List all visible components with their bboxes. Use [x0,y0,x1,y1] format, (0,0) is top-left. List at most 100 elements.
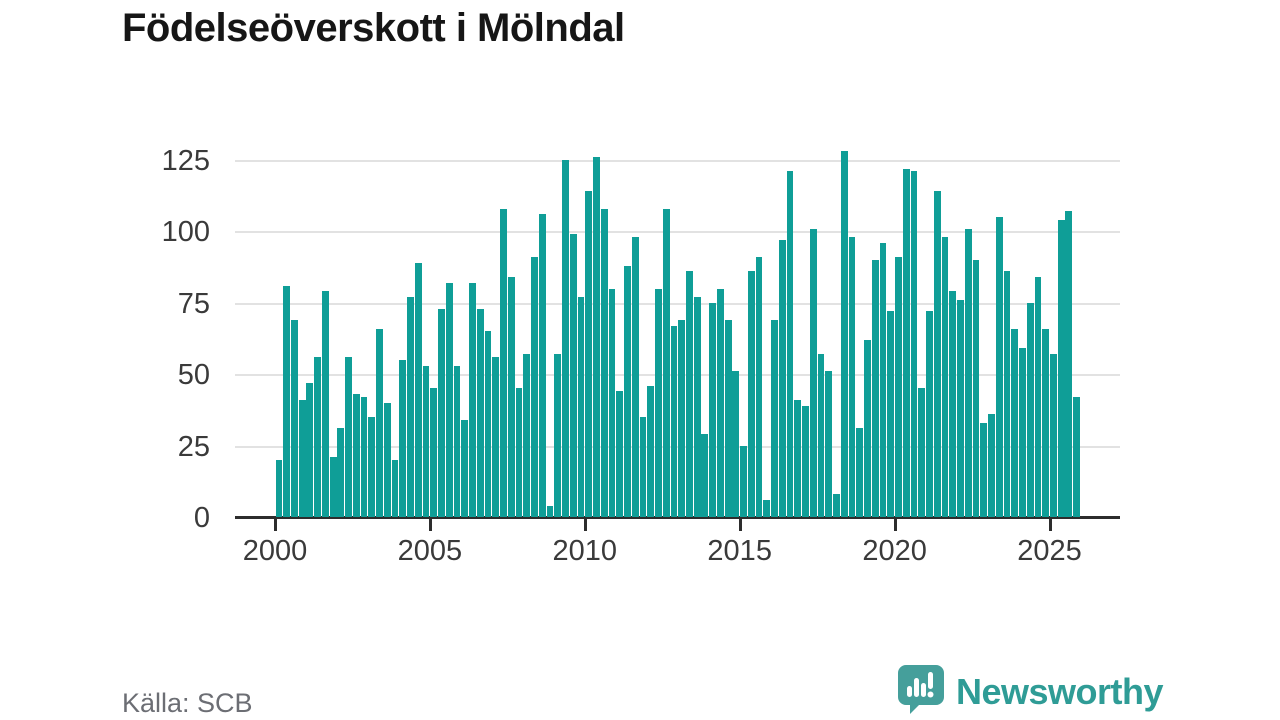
bar-2011-q3 [631,237,639,517]
bar-2001-q4 [329,457,337,517]
bar-2016-q1 [771,320,778,517]
gridline-y-75 [235,302,1120,305]
bar-2010-q4 [608,289,616,517]
bar-2016-q2 [778,240,786,517]
bar-2011-q1 [616,391,624,517]
bar-2003-q1 [368,417,376,517]
bar-2019-q4 [887,311,895,517]
bar-2019-q2 [871,260,879,517]
bar-2009-q3 [569,234,577,517]
bar-2020-q3 [910,171,918,517]
newsworthy-speech-bubble-chart-icon [896,663,946,720]
newsworthy-logo: Newsworthy [896,663,1164,720]
bar-2023-q3 [1003,271,1011,517]
x-axis-line [235,516,1120,519]
bar-2012-q4 [670,326,678,517]
bar-2005-q4 [453,366,461,517]
bar-2013-q1 [678,320,686,517]
bar-2018-q3 [848,237,856,517]
bar-2001-q3 [321,291,329,517]
bar-2006-q3 [476,309,484,517]
bar-2013-q4 [701,434,709,517]
bar-2014-q3 [724,320,732,517]
gridline-y-100 [235,231,1120,234]
bar-2022-q2 [964,229,972,517]
bar-2009-q2 [562,160,569,517]
bar-2020-q2 [902,169,910,517]
bar-2010-q1 [585,191,593,517]
bar-2017-q4 [825,371,833,517]
bar-2001-q1 [306,383,314,517]
newsworthy-wordmark: Newsworthy [956,670,1164,712]
bar-2005-q2 [438,309,445,517]
y-axis-label-50: 50 [177,359,210,392]
bar-2018-q2 [840,151,848,517]
bar-2010-q3 [600,209,608,517]
bar-2024-q2 [1026,303,1034,517]
bar-2008-q1 [523,354,531,517]
bar-2025-q4 [1073,397,1081,517]
bar-2000-q4 [298,400,306,517]
bar-2021-q2 [933,191,941,517]
x-axis-label-2000: 2000 [242,535,308,567]
gridline-y-125 [235,160,1120,162]
bar-2018-q4 [856,428,864,517]
bar-2006-q1 [461,420,469,517]
bar-2007-q1 [492,357,500,517]
bar-2014-q2 [716,289,724,517]
bar-2012-q2 [655,289,662,517]
x-axis-tick-2025 [1048,519,1052,531]
bar-2021-q1 [926,311,933,517]
x-axis-tick-2005 [428,519,432,531]
bar-2005-q1 [430,388,438,517]
bar-2024-q3 [1034,277,1042,517]
bar-2015-q3 [755,257,763,517]
bar-2023-q4 [1011,329,1019,517]
bar-2020-q1 [895,257,902,517]
bar-2019-q1 [864,340,871,517]
x-axis-tick-2000 [274,519,277,531]
bar-2017-q3 [817,354,825,517]
bar-2019-q3 [879,243,887,517]
x-axis-tick-2010 [583,519,587,531]
bar-2002-q3 [352,394,360,517]
bar-2002-q2 [345,357,352,517]
bar-2017-q2 [809,229,817,517]
bar-2014-q4 [732,371,740,517]
bar-2025-q3 [1065,211,1073,517]
bar-2018-q1 [833,494,840,517]
bar-2004-q1 [399,360,407,517]
bar-2012-q3 [662,209,670,517]
bar-2025-q2 [1057,220,1065,517]
bar-2002-q1 [337,428,345,517]
x-axis-tick-2015 [738,519,742,531]
x-axis-label-2005: 2005 [397,535,463,567]
bar-2017-q1 [802,406,809,517]
bar-2021-q3 [941,237,949,517]
bar-2006-q4 [484,331,492,517]
bar-2004-q3 [414,263,422,517]
bar-2016-q3 [786,171,794,517]
bar-2023-q1 [988,414,995,517]
bar-2015-q2 [747,271,755,517]
y-axis-label-0: 0 [193,502,210,534]
chart-title: Födelseöverskott i Mölndal [122,6,625,50]
bar-2006-q2 [469,283,476,517]
bar-2007-q2 [500,209,507,517]
bar-2024-q4 [1042,329,1050,517]
bar-2014-q1 [709,303,717,517]
bar-2025-q1 [1050,354,1057,517]
bar-2008-q4 [546,506,554,517]
bar-2015-q1 [740,446,747,517]
x-axis-label-2020: 2020 [862,535,927,567]
bar-2001-q2 [314,357,322,517]
bar-2013-q3 [693,297,701,517]
bar-2008-q2 [531,257,538,517]
bar-2023-q2 [995,217,1003,517]
bar-2009-q1 [554,354,562,517]
bar-2013-q2 [685,271,693,517]
bar-2007-q3 [507,277,515,517]
bar-2009-q4 [577,297,585,517]
x-axis-label-2025: 2025 [1017,535,1082,567]
